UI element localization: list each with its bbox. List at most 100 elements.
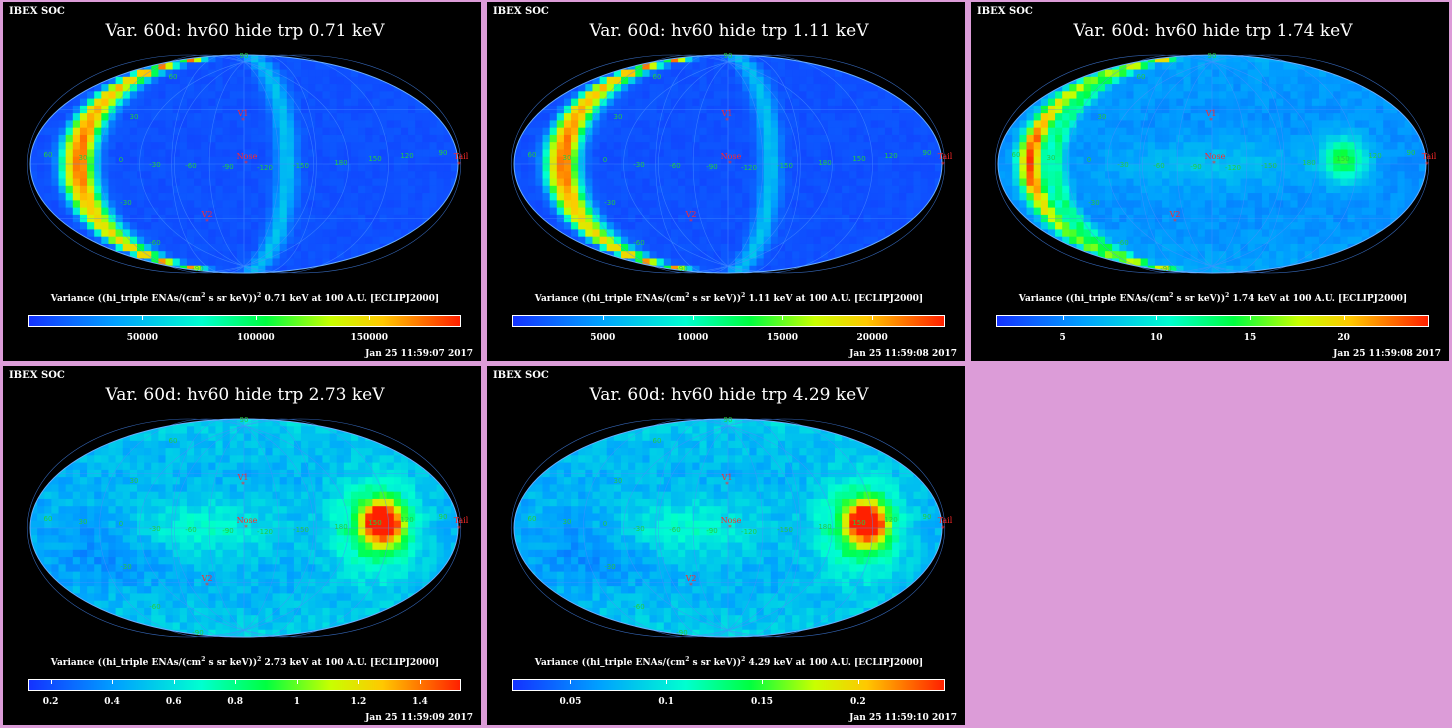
heatmap-cell (158, 258, 166, 267)
heatmap-cell (592, 164, 600, 172)
heatmap-cell (998, 134, 1006, 143)
heatmap-cell (1290, 207, 1298, 216)
heatmap-cell (792, 98, 800, 107)
colorbar-tick-label: 15 (1243, 333, 1257, 343)
heatmap-cell (514, 164, 522, 172)
heatmap-cell (129, 440, 138, 449)
heatmap-cell (1147, 76, 1156, 85)
heatmap-cell (329, 76, 338, 85)
heatmap-cell (628, 76, 636, 85)
heatmap-cell (229, 134, 238, 143)
heatmap-cell (1276, 164, 1284, 172)
heatmap-cell (293, 207, 302, 216)
heatmap-cell (151, 69, 159, 78)
heatmap-cell (685, 243, 693, 252)
heatmap-cell (1340, 69, 1348, 78)
heatmap-cell (1162, 178, 1170, 187)
heatmap-cell (1162, 207, 1170, 216)
heatmap-cell (742, 69, 750, 78)
heatmap-cell (1319, 258, 1327, 267)
heatmap-cell (236, 193, 245, 201)
heatmap-cell (827, 142, 836, 150)
heatmap-cell (265, 164, 273, 172)
heatmap-cell (713, 142, 722, 150)
heatmap-cell (777, 84, 786, 92)
heatmap-cell (372, 207, 380, 216)
heatmap-cell (1319, 134, 1327, 143)
heatmap-cell (1261, 149, 1270, 158)
heatmap-cell (1226, 142, 1234, 150)
heatmap-cell (372, 142, 380, 150)
heatmap-cell (521, 149, 529, 158)
heatmap-cell (549, 193, 558, 201)
heatmap-cell (65, 185, 74, 194)
heatmap-cell (656, 142, 665, 150)
heatmap-cell (1126, 193, 1134, 201)
heatmap-cell (1190, 171, 1199, 179)
heatmap-cell (1040, 113, 1049, 121)
heatmap-cell (1226, 55, 1234, 63)
heatmap-cell (1076, 178, 1084, 187)
heatmap-cell (849, 200, 857, 208)
heatmap-cell (1404, 164, 1413, 172)
heatmap-cell (528, 156, 536, 165)
heatmap-cell (1069, 84, 1077, 92)
heatmap-cell (229, 69, 238, 78)
heatmap-cell (1062, 149, 1070, 158)
heatmap-cell (301, 69, 309, 78)
heatmap-cell (94, 91, 102, 99)
heatmap-cell (785, 171, 793, 179)
longitude-label: -60 (669, 162, 680, 170)
heatmap-cell (1083, 98, 1092, 107)
heatmap-cell (1304, 142, 1313, 150)
heatmap-cell (1276, 243, 1284, 252)
heatmap-cell (1354, 142, 1363, 150)
heatmap-cell (1197, 120, 1206, 129)
heatmap-cell (336, 120, 345, 129)
heatmap-cell (251, 236, 259, 245)
heatmap-cell (892, 142, 900, 150)
heatmap-cell (827, 178, 836, 187)
heatmap-cell (599, 127, 608, 136)
heatmap-cell (94, 498, 102, 507)
heatmap-cell (158, 178, 166, 187)
marker-v1-label: V1 (721, 109, 733, 118)
heatmap-cell (1012, 149, 1020, 158)
heatmap-cell (322, 243, 330, 252)
heatmap-cell (678, 91, 686, 99)
heatmap-cell (144, 171, 152, 179)
heatmap-cell (101, 557, 109, 565)
heatmap-cell (179, 222, 188, 230)
heatmap-cell (1340, 251, 1348, 259)
heatmap-cell (514, 156, 522, 165)
heatmap-cell (265, 76, 273, 85)
heatmap-cell (1354, 149, 1363, 158)
heatmap-cell (236, 113, 245, 121)
heatmap-cell (1154, 98, 1163, 107)
heatmap-cell (179, 134, 188, 143)
heatmap-cell (293, 243, 302, 252)
heatmap-cell (379, 113, 388, 121)
longitude-label: 60 (1012, 151, 1021, 159)
heatmap-cell (172, 134, 181, 143)
heatmap-cell (400, 127, 409, 136)
heatmap-cell (720, 142, 729, 150)
longitude-label: -60 (185, 162, 196, 170)
heatmap-cell (713, 185, 722, 194)
heatmap-cell (165, 62, 174, 70)
heatmap-cell (756, 258, 765, 267)
heatmap-cell (58, 98, 67, 107)
heatmap-cell (1140, 243, 1149, 252)
heatmap-cell (215, 156, 223, 165)
heatmap-cell (400, 91, 409, 99)
heatmap-cell (229, 229, 238, 238)
heatmap-cell (1147, 185, 1156, 194)
heatmap-cell (79, 207, 88, 216)
heatmap-cell (115, 557, 124, 565)
heatmap-cell (379, 229, 388, 238)
heatmap-cell (44, 542, 52, 551)
heatmap-cell (1219, 84, 1227, 92)
heatmap-cell (1176, 149, 1184, 158)
heatmap-cell (315, 164, 323, 172)
heatmap-cell (742, 91, 750, 99)
